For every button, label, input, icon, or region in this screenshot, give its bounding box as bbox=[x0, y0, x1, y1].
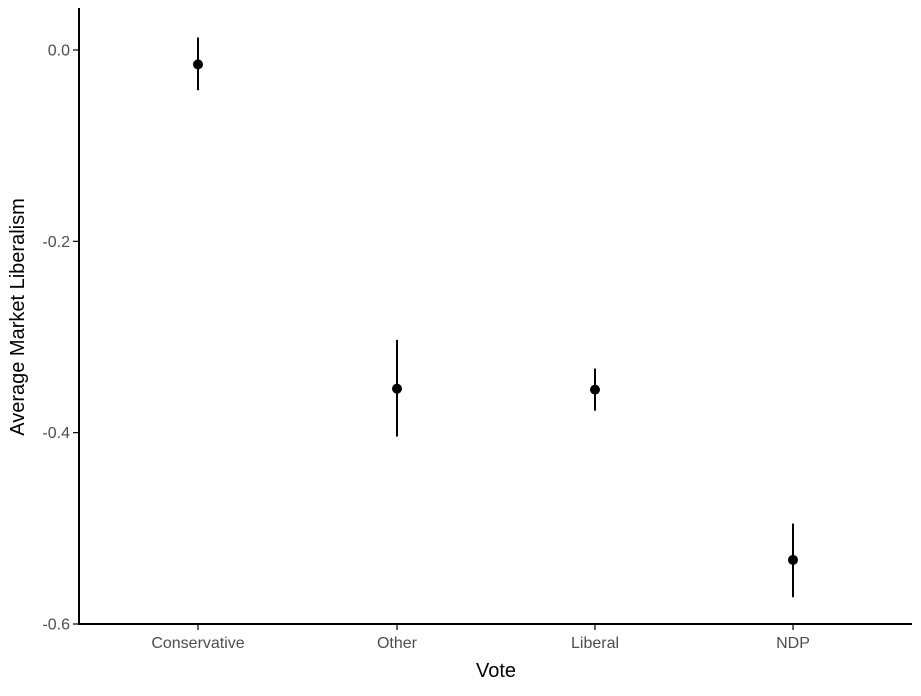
data-point bbox=[788, 554, 798, 565]
y-tick-label: -0.2 bbox=[42, 234, 70, 251]
data-point bbox=[590, 384, 600, 395]
x-tick-label: NDP bbox=[776, 635, 810, 652]
data-point bbox=[392, 383, 402, 394]
y-axis-title: Average Market Liberalism bbox=[7, 198, 29, 436]
x-tick-label: Conservative bbox=[151, 635, 244, 652]
data-point bbox=[193, 59, 203, 70]
x-tick-label: Other bbox=[377, 635, 418, 652]
plot-area: 0.0 -0.2 -0.4 -0.6 Conservative Other Liberal N… bbox=[42, 8, 912, 652]
y-tick-label: -0.4 bbox=[42, 425, 70, 442]
y-tick-label: -0.6 bbox=[42, 617, 70, 634]
x-tick-label: Liberal bbox=[571, 635, 619, 652]
y-tick-label: 0.0 bbox=[48, 43, 70, 60]
x-axis-title: Vote bbox=[476, 660, 516, 682]
